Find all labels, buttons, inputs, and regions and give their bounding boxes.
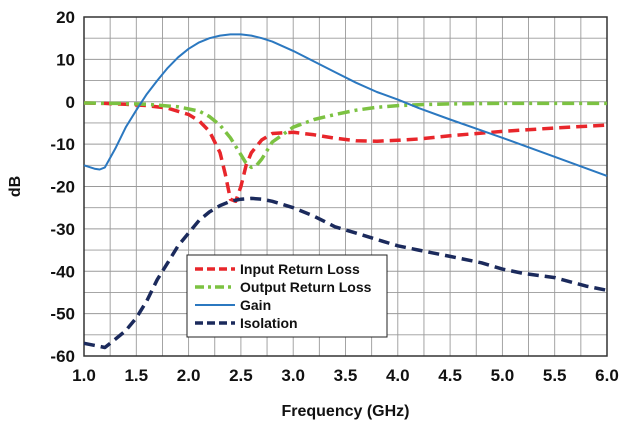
x-tick-label: 2.5 (229, 366, 253, 385)
y-tick-label: -20 (50, 178, 75, 197)
x-tick-label: 5.5 (543, 366, 567, 385)
y-tick-label: -50 (50, 305, 75, 324)
x-tick-label: 3.5 (334, 366, 358, 385)
y-tick-label: -30 (50, 220, 75, 239)
y-tick-label: 0 (66, 93, 75, 112)
x-tick-label: 1.5 (124, 366, 148, 385)
y-axis-title: dB (7, 176, 24, 197)
legend-label: Isolation (240, 315, 298, 331)
x-tick-label: 3.0 (281, 366, 305, 385)
x-tick-labels: 1.0 1.5 2.0 2.5 3.0 3.5 4.0 4.5 5.0 5.5 6.0 (72, 366, 619, 385)
y-tick-labels: 20 10 0 -10 -20 -30 -40 -50 -60 (50, 8, 75, 366)
x-axis-title: Frequency (GHz) (281, 403, 409, 420)
plot-frame (83, 16, 608, 357)
legend-label: Gain (240, 297, 271, 313)
x-tick-label: 2.0 (177, 366, 201, 385)
x-tick-label: 4.0 (386, 366, 410, 385)
y-tick-label: -40 (50, 262, 75, 281)
x-tick-label: 5.0 (491, 366, 515, 385)
y-tick-label: 10 (56, 50, 75, 69)
legend-label: Input Return Loss (240, 261, 360, 277)
series-line-output-return-loss (83, 101, 607, 170)
series-group (83, 33, 608, 350)
y-tick-label: -10 (50, 135, 75, 154)
x-tick-label: 6.0 (595, 366, 619, 385)
series-line-input-return-loss (83, 101, 608, 204)
y-tick-label: 20 (56, 8, 75, 27)
x-tick-label: 1.0 (72, 366, 96, 385)
x-tick-label: 4.5 (438, 366, 462, 385)
y-tick-label: -60 (50, 347, 75, 366)
legend-label: Output Return Loss (240, 279, 372, 295)
series-line-isolation (83, 196, 608, 350)
legend: Input Return Loss Output Return Loss Gain I… (186, 254, 388, 338)
series-line-gain (83, 33, 608, 177)
